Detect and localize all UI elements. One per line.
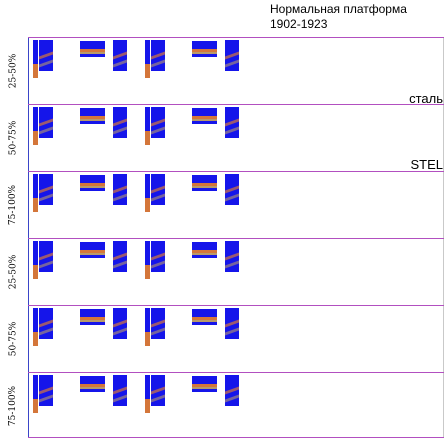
swatch-flag bbox=[192, 175, 217, 191]
swatch-tall bbox=[225, 241, 239, 272]
swatch-stem bbox=[145, 107, 150, 145]
swatch-stem bbox=[33, 308, 38, 346]
swatch-flag bbox=[80, 175, 105, 191]
row-label: 75-100% bbox=[0, 171, 26, 238]
row-label-text: 75-100% bbox=[8, 385, 19, 426]
row-divider bbox=[28, 437, 444, 438]
swatch-flag bbox=[80, 309, 105, 325]
row-label-text: 25-50% bbox=[8, 254, 18, 289]
row-divider bbox=[28, 171, 444, 172]
row-divider bbox=[28, 238, 444, 239]
swatch-tall bbox=[39, 107, 53, 138]
header: Нормальная платформа 1902-1923 bbox=[270, 2, 440, 32]
row-label-text: 75-100% bbox=[8, 184, 19, 225]
swatch-tall bbox=[225, 174, 239, 205]
swatch-stem bbox=[33, 40, 38, 78]
swatch-tall bbox=[225, 40, 239, 71]
swatch-grid bbox=[28, 37, 444, 438]
swatch-tall bbox=[39, 375, 53, 406]
row-divider bbox=[28, 372, 444, 373]
swatch-flag bbox=[192, 108, 217, 124]
swatch-tall bbox=[151, 40, 165, 71]
row-label-text: 25-50% bbox=[8, 53, 18, 88]
left-border bbox=[28, 37, 29, 438]
swatch-tall bbox=[151, 375, 165, 406]
row-label: 25-50% bbox=[0, 37, 26, 104]
row-divider bbox=[28, 305, 444, 306]
swatch-tall bbox=[39, 308, 53, 339]
swatch-tall bbox=[113, 107, 127, 138]
swatch-tall bbox=[151, 107, 165, 138]
swatch-stem bbox=[145, 174, 150, 212]
swatch-flag bbox=[192, 242, 217, 258]
swatch-tall bbox=[113, 174, 127, 205]
right-border bbox=[443, 37, 444, 438]
swatch-flag bbox=[80, 41, 105, 57]
row-label: 75-100% bbox=[0, 372, 26, 439]
row-label-text: 50-75% bbox=[8, 120, 18, 155]
row-label: 50-75% bbox=[0, 104, 26, 171]
swatch-flag bbox=[192, 376, 217, 392]
swatch-stem bbox=[145, 241, 150, 279]
swatch-stem bbox=[33, 174, 38, 212]
swatch-stem bbox=[145, 308, 150, 346]
swatch-flag bbox=[80, 376, 105, 392]
swatch-tall bbox=[151, 174, 165, 205]
swatch-tall bbox=[39, 40, 53, 71]
swatch-tall bbox=[225, 308, 239, 339]
swatch-tall bbox=[113, 375, 127, 406]
row-label: 25-50% bbox=[0, 238, 26, 305]
header-years: 1902-1923 bbox=[270, 17, 328, 31]
swatch-flag bbox=[192, 309, 217, 325]
row-divider bbox=[28, 37, 444, 38]
swatch-stem bbox=[33, 241, 38, 279]
steel-en-label: STEL bbox=[410, 157, 443, 172]
swatch-stem bbox=[145, 40, 150, 78]
swatch-stem bbox=[145, 375, 150, 413]
swatch-tall bbox=[151, 241, 165, 272]
swatch-stem bbox=[33, 107, 38, 145]
swatch-flag bbox=[192, 41, 217, 57]
swatch-flag bbox=[80, 108, 105, 124]
header-title: Нормальная платформа bbox=[270, 2, 407, 16]
steel-ru-label: сталь bbox=[409, 91, 443, 106]
swatch-tall bbox=[113, 241, 127, 272]
swatch-tall bbox=[113, 40, 127, 71]
swatch-stem bbox=[33, 375, 38, 413]
swatch-tall bbox=[39, 241, 53, 272]
swatch-tall bbox=[39, 174, 53, 205]
row-divider bbox=[28, 104, 444, 105]
swatch-tall bbox=[225, 107, 239, 138]
row-label-text: 50-75% bbox=[8, 321, 18, 356]
swatch-tall bbox=[151, 308, 165, 339]
row-label: 50-75% bbox=[0, 305, 26, 372]
swatch-flag bbox=[80, 242, 105, 258]
swatch-tall bbox=[113, 308, 127, 339]
swatch-tall bbox=[225, 375, 239, 406]
